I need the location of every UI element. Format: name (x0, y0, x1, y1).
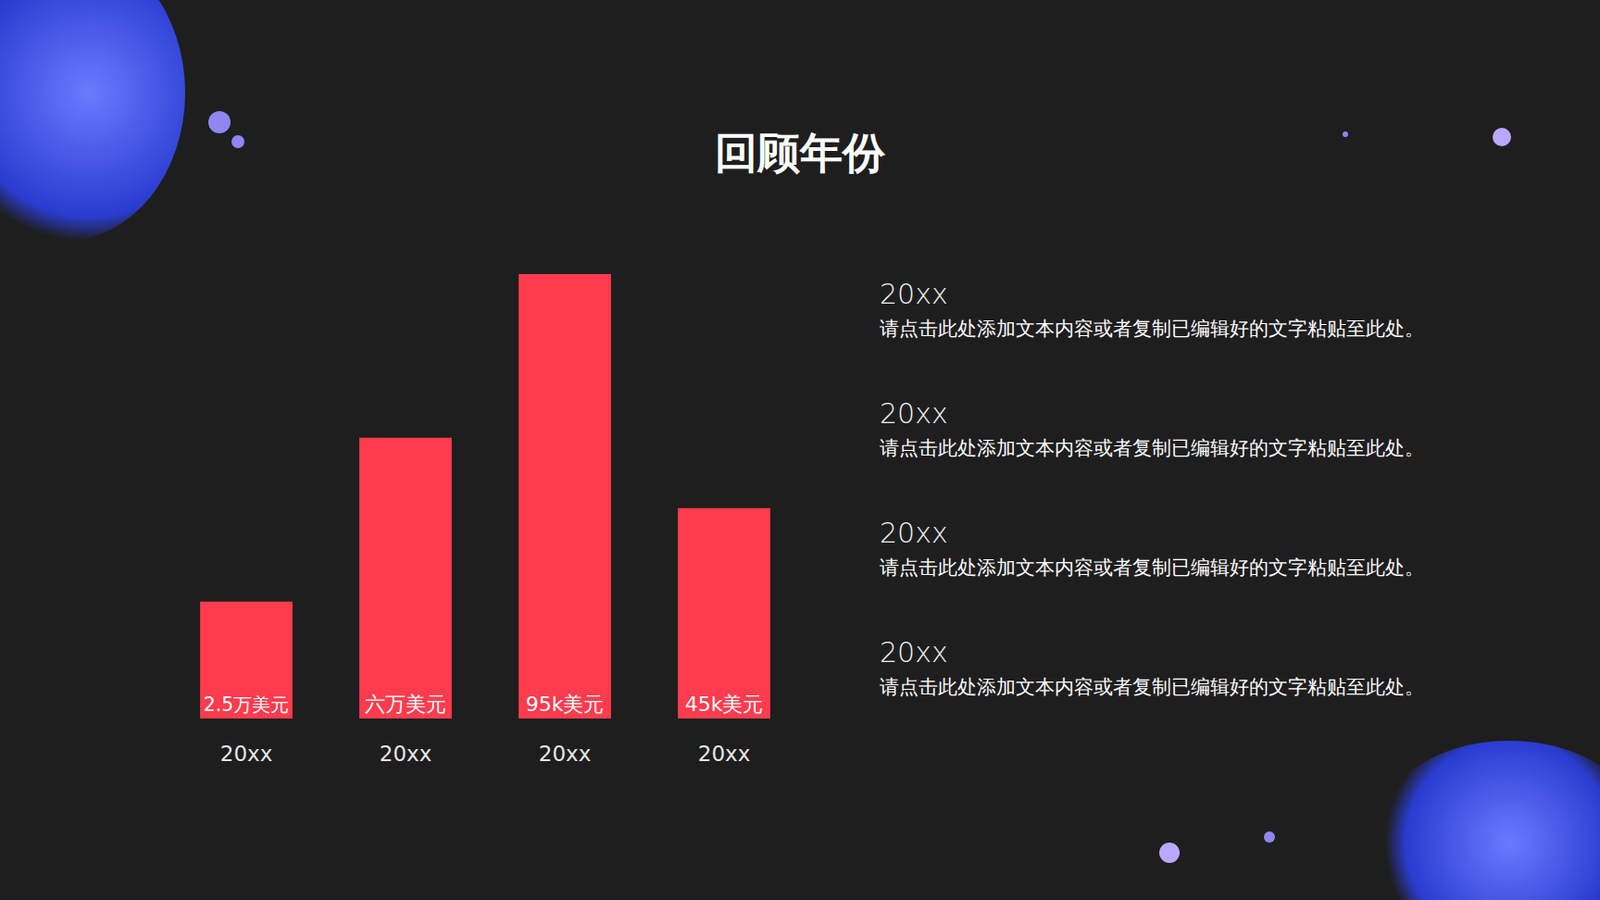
html-text:请点击此处添加文本内容或者复制已编辑好的文字粘贴至此处。: 请点击此处添加文本内容或者复制已编辑好的文字粘贴至此处。 (879, 675, 1425, 699)
svg-text:2.5万美元: 2.5万美元 (203, 693, 289, 716)
html-text:请点击此处添加文本内容或者复制已编辑好的文字粘贴至此处。: 请点击此处添加文本内容或者复制已编辑好的文字粘贴至此处。 (879, 437, 1425, 460)
html-text:回顾年份: 回顾年份 (714, 127, 886, 178)
svg-text:20xx: 20xx (698, 741, 751, 766)
svg-text:95k美元: 95k美元 (525, 692, 605, 716)
html-text:20xx: 20xx (879, 516, 948, 550)
html-text:请点击此处添加文本内容或者复制已编辑好的文字粘贴至此处。: 请点击此处添加文本内容或者复制已编辑好的文字粘贴至此处。 (879, 556, 1425, 579)
svg-text:六万美元: 六万美元 (364, 692, 447, 716)
html-text:20xx: 20xx (879, 277, 948, 311)
svg-text:20xx: 20xx (379, 741, 433, 766)
html-text:20xx: 20xx (879, 636, 948, 669)
html-text:20xx: 20xx (879, 397, 948, 430)
html-text:请点击此处添加文本内容或者复制已编辑好的文字粘贴至此处。: 请点击此处添加文本内容或者复制已编辑好的文字粘贴至此处。 (879, 317, 1425, 340)
svg-text:20xx: 20xx (538, 741, 592, 766)
svg-text:20xx: 20xx (220, 741, 274, 766)
svg-text:45k美元: 45k美元 (685, 692, 764, 716)
